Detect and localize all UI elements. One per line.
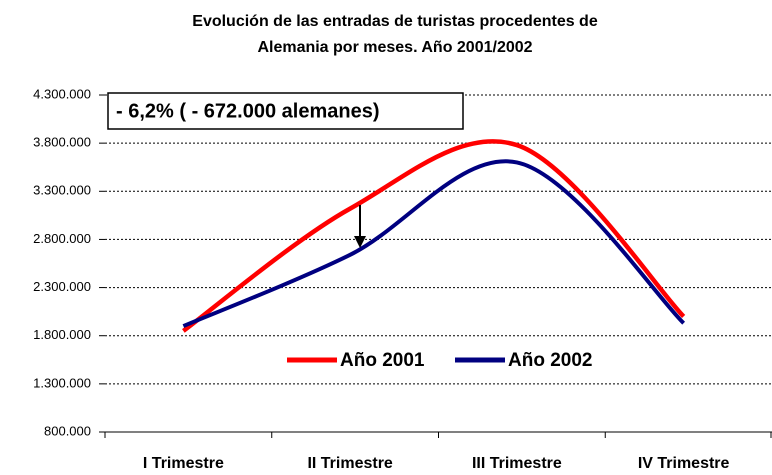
annotation: - 6,2% ( - 672.000 alemanes) bbox=[116, 100, 379, 122]
x-tick-label: II Trimestre bbox=[307, 455, 392, 472]
legend-label: Año 2002 bbox=[508, 350, 592, 371]
y-tick-label: 4.300.000 bbox=[33, 86, 91, 101]
legend-label: Año 2001 bbox=[340, 350, 425, 371]
x-tick-label: IV Trimestre bbox=[638, 455, 730, 472]
y-tick-label: 3.800.000 bbox=[33, 135, 91, 150]
lines bbox=[182, 139, 686, 333]
series-line bbox=[182, 159, 686, 328]
y-tick-label: 2.800.000 bbox=[33, 231, 91, 246]
chart-title: Alemania por meses. Año 2001/2002 bbox=[257, 39, 532, 56]
y-tick-label: 1.800.000 bbox=[33, 327, 91, 342]
grid bbox=[99, 94, 772, 438]
legend: Año 2001 Año 2002 bbox=[287, 350, 592, 371]
y-tick-label: 2.300.000 bbox=[33, 279, 91, 294]
x-tick-label: III Trimestre bbox=[472, 455, 562, 472]
x-tick-label: I Trimestre bbox=[143, 455, 224, 472]
series-line bbox=[182, 139, 686, 333]
annotation-box bbox=[107, 92, 464, 130]
y-tick-label: 3.300.000 bbox=[33, 183, 91, 198]
y-tick-label: 1.300.000 bbox=[33, 375, 91, 390]
y-tick-label: 800.000 bbox=[44, 423, 91, 438]
arrow bbox=[354, 205, 366, 248]
chart-title: Evolución de las entradas de turistas pr… bbox=[192, 13, 598, 30]
